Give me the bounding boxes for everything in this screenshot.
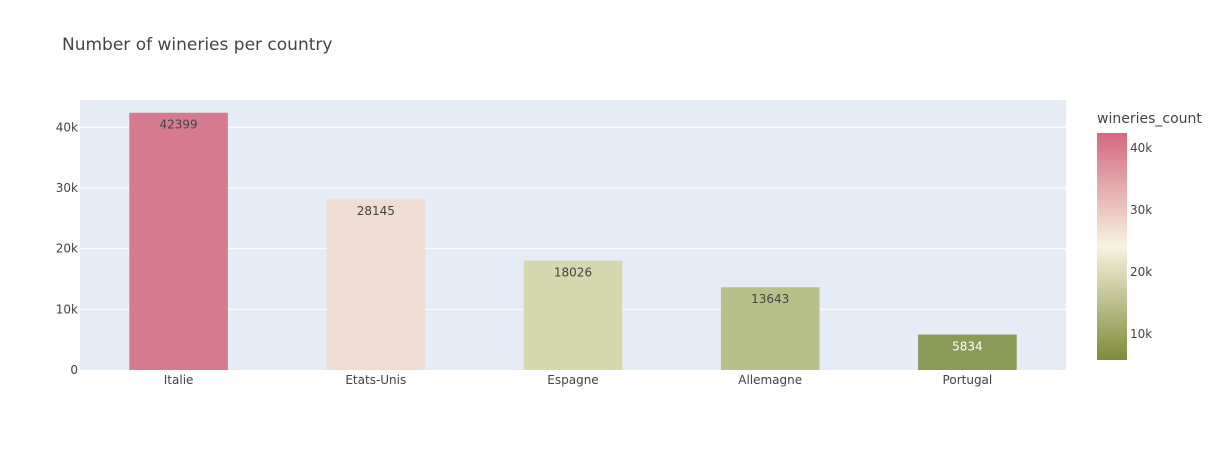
y-tick-label: 40k	[56, 120, 78, 134]
data-label: 5834	[952, 340, 983, 354]
y-tick-label: 30k	[56, 181, 78, 195]
colorbar: wineries_count 10k 20k 30k 40k	[1097, 111, 1202, 360]
y-tick-label: 10k	[56, 302, 78, 316]
y-tick-label: 20k	[56, 242, 78, 256]
colorbar-tick-label: 40k	[1130, 141, 1152, 155]
x-axis-ticks: Italie Etats-Unis Espagne Allemagne Portugal	[164, 373, 992, 387]
bar	[720, 287, 820, 370]
x-tick-label: Etats-Unis	[345, 373, 406, 387]
bar	[523, 260, 623, 370]
colorbar-tick-label: 20k	[1130, 265, 1152, 279]
chart-title: Number of wineries per country	[62, 35, 332, 55]
data-label: 18026	[554, 266, 592, 280]
colorbar-title: wineries_count	[1097, 111, 1202, 127]
y-axis-ticks: 0 10k 20k 30k 40k	[56, 120, 78, 377]
colorbar-gradient	[1097, 133, 1127, 360]
grid-lines	[80, 126, 1066, 310]
data-label: 28145	[357, 204, 395, 218]
bar	[326, 199, 426, 370]
data-labels: 42399 28145 18026 13643 5834	[160, 118, 983, 354]
x-tick-label: Allemagne	[738, 373, 802, 387]
colorbar-ticks: 10k 20k 30k 40k	[1130, 141, 1152, 341]
data-label: 13643	[751, 292, 789, 306]
bar	[129, 112, 228, 370]
x-tick-label: Italie	[164, 373, 194, 387]
y-tick-label: 0	[70, 363, 78, 377]
x-tick-label: Portugal	[943, 373, 993, 387]
bar	[918, 334, 1017, 370]
colorbar-tick-label: 10k	[1130, 327, 1152, 341]
colorbar-tick-label: 30k	[1130, 203, 1152, 217]
bars	[129, 112, 1017, 370]
data-label: 42399	[160, 118, 198, 132]
x-tick-label: Espagne	[547, 373, 598, 387]
